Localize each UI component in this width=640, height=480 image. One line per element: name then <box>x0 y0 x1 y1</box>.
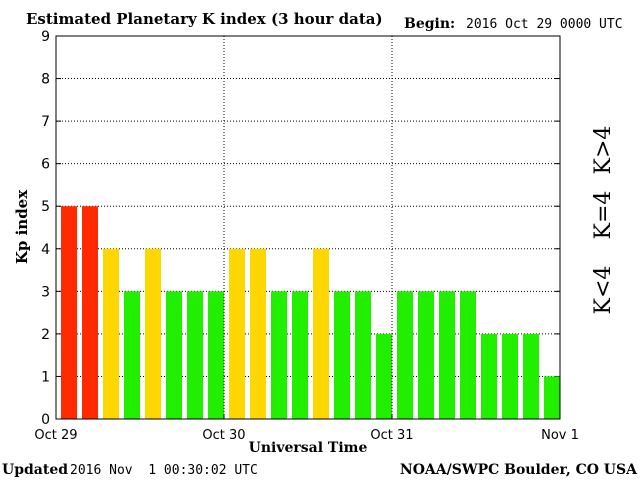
y-tick-label: 4 <box>41 242 50 258</box>
source-credit: NOAA/SWPC Boulder, CO USA <box>400 462 638 478</box>
y-tick-label: 1 <box>41 369 50 385</box>
y-tick-label: 5 <box>41 199 50 215</box>
legend-storm: K>4 <box>591 126 616 175</box>
x-axis-label: Universal Time <box>249 440 368 456</box>
kp-bar <box>355 291 371 419</box>
kp-bar <box>376 333 392 419</box>
plot-area: 0 1 2 3 4 5 6 7 8 9 Oct 29 Oct 30 Oct 31 Nov 1 <box>34 29 578 443</box>
kp-bar <box>292 291 308 419</box>
y-tick-label: 3 <box>41 284 50 300</box>
kp-bar <box>229 248 245 419</box>
plot-frame <box>55 35 561 420</box>
updated-value: 2016 Nov 1 00:30:02 UTC <box>70 463 258 478</box>
kp-bar <box>397 291 413 419</box>
kp-bar <box>124 291 140 419</box>
kp-bar <box>250 248 266 419</box>
chart-title: Estimated Planetary K index (3 hour data… <box>26 10 383 28</box>
kp-bar <box>439 291 455 419</box>
updated-label: Updated <box>2 462 68 478</box>
kp-bar <box>313 248 329 419</box>
kp-bar <box>460 291 476 419</box>
kp-bar <box>166 291 182 419</box>
kp-bar <box>502 333 518 419</box>
x-tick-label: Oct 30 <box>202 428 245 443</box>
x-tick-label: Oct 29 <box>34 428 77 443</box>
kp-bar <box>418 291 434 419</box>
x-tick-label: Oct 31 <box>370 428 413 443</box>
kp-bar <box>544 376 560 419</box>
y-tick-label: 7 <box>41 114 50 130</box>
y-tick-label: 2 <box>41 327 50 343</box>
kp-bar <box>523 333 539 419</box>
y-tick-label: 8 <box>41 72 50 88</box>
kp-bar <box>187 291 203 419</box>
y-tick-label: 6 <box>41 157 50 173</box>
x-tick-label: Nov 1 <box>541 428 579 443</box>
y-tick-label: 9 <box>41 29 50 45</box>
kp-bar <box>103 248 119 419</box>
kp-bar <box>61 206 77 419</box>
kp-bar <box>82 206 98 419</box>
kp-bar <box>481 333 497 419</box>
kp-bar <box>208 291 224 419</box>
y-axis-label: Kp index <box>13 189 31 264</box>
legend-active: K=4 <box>591 191 616 240</box>
kp-bar <box>334 291 350 419</box>
kp-bar <box>271 291 287 419</box>
y-tick-label: 0 <box>41 412 50 428</box>
begin-label: Begin: <box>404 16 455 32</box>
kp-bar <box>145 248 161 419</box>
begin-value: 2016 Oct 29 0000 UTC <box>466 17 623 32</box>
legend-quiet: K<4 <box>591 266 616 315</box>
